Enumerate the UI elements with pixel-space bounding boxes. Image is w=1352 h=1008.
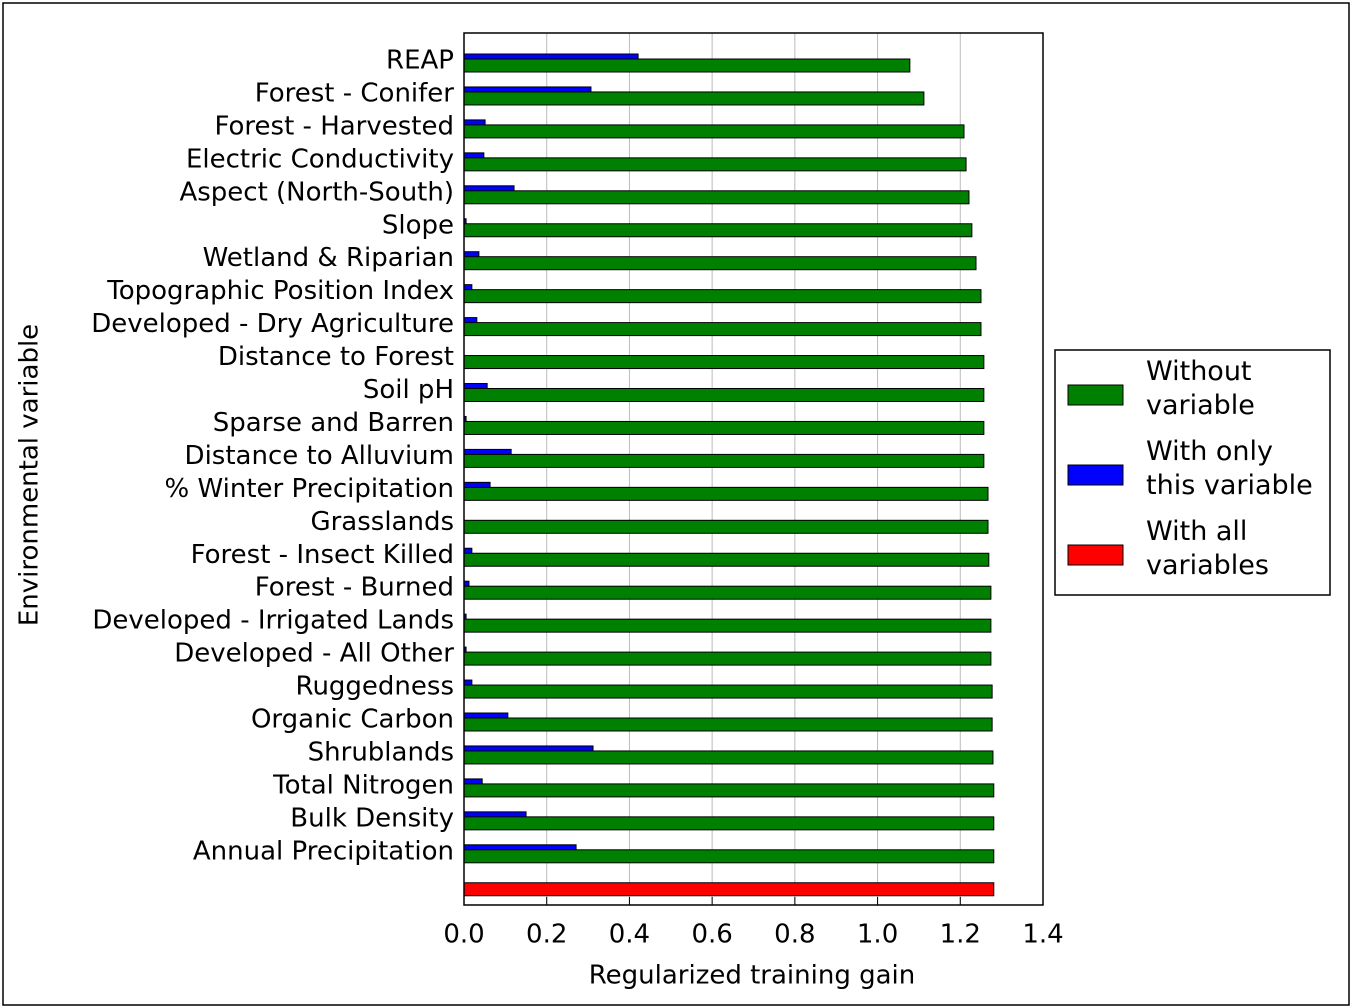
- bar: [463, 322, 982, 337]
- y-tick-label: Wetland & Riparian: [203, 243, 454, 273]
- bar: [463, 651, 992, 666]
- legend-label: Without variable: [1146, 356, 1255, 421]
- y-tick-label: Developed - Dry Agriculture: [91, 309, 454, 339]
- bar: [463, 223, 973, 238]
- bar: [463, 420, 985, 435]
- legend-label: With only this variable: [1146, 436, 1313, 501]
- y-tick-label: Forest - Conifer: [255, 78, 455, 108]
- bar: [463, 783, 995, 798]
- bar: [463, 750, 994, 765]
- y-tick-label: Developed - Irrigated Lands: [92, 606, 454, 636]
- bar: [463, 882, 995, 897]
- y-tick-label: Aspect (North-South): [179, 177, 454, 207]
- bar: [463, 519, 989, 534]
- bar: [463, 256, 977, 271]
- bar: [463, 124, 965, 139]
- bar: [463, 717, 993, 732]
- y-tick-label: Topographic Position Index: [106, 276, 454, 306]
- y-tick-label: Total Nitrogen: [272, 770, 454, 800]
- plot-frame: [463, 32, 1044, 906]
- bar: [463, 91, 925, 106]
- bar: [463, 486, 989, 501]
- y-tick-label: Annual Precipitation: [193, 836, 454, 866]
- legend-swatch: [1067, 544, 1124, 566]
- x-tick-label: 0.2: [526, 920, 567, 950]
- bar: [463, 289, 982, 304]
- bar: [463, 453, 985, 468]
- y-tick-label: Shrublands: [308, 737, 454, 767]
- x-tick-label: 0.6: [691, 920, 732, 950]
- bar: [463, 585, 992, 600]
- y-tick-label: Forest - Insect Killed: [191, 540, 454, 570]
- y-tick-label: Electric Conductivity: [186, 144, 454, 174]
- y-tick-label: Bulk Density: [290, 803, 454, 833]
- y-tick-label: Sparse and Barren: [213, 408, 454, 438]
- bar: [463, 388, 985, 402]
- bar: [463, 849, 995, 864]
- y-tick-label: Distance to Alluvium: [185, 441, 454, 471]
- x-tick-label: 1.0: [857, 920, 898, 950]
- x-tick-label: 0.0: [443, 920, 484, 950]
- x-tick-label: 0.8: [774, 920, 815, 950]
- y-tick-label: Organic Carbon: [251, 705, 454, 735]
- y-tick-label: Distance to Forest: [218, 342, 454, 372]
- bar: [463, 58, 911, 73]
- y-tick-label: Developed - All Other: [174, 639, 454, 669]
- x-tick-label: 1.4: [1022, 920, 1063, 950]
- y-tick-label: Grasslands: [310, 507, 454, 537]
- y-tick-label: REAP: [386, 46, 454, 76]
- bar: [463, 157, 967, 172]
- y-axis-label: Environmental variable: [15, 324, 45, 626]
- x-tick-label: 1.2: [940, 920, 981, 950]
- legend-swatch: [1067, 384, 1124, 406]
- y-tick-label: Soil pH: [363, 375, 454, 405]
- bar: [463, 355, 985, 370]
- bar: [463, 618, 992, 633]
- y-tick-label: % Winter Precipitation: [165, 474, 454, 504]
- y-tick-label: Forest - Burned: [255, 573, 454, 603]
- y-tick-label: Forest - Harvested: [215, 111, 455, 141]
- x-axis-label: Regularized training gain: [589, 961, 916, 991]
- y-tick-label: Ruggedness: [296, 672, 454, 702]
- legend-swatch: [1067, 464, 1124, 486]
- legend-label: With all variables: [1146, 516, 1269, 581]
- bar: [463, 190, 970, 205]
- x-tick-label: 0.4: [609, 920, 650, 950]
- bar: [463, 816, 995, 831]
- bar: [463, 552, 990, 567]
- bar: [463, 684, 993, 699]
- y-tick-label: Slope: [382, 210, 454, 240]
